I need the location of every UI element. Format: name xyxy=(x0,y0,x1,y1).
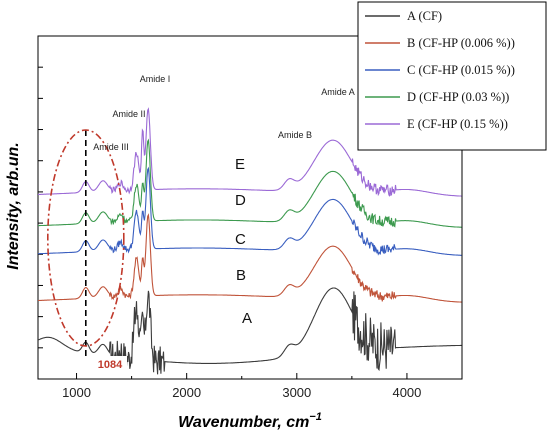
series-line-b xyxy=(38,213,462,303)
series-group xyxy=(38,107,462,375)
legend-label-a: A (CF) xyxy=(407,9,442,23)
curve-labels: A B C D E xyxy=(235,156,252,327)
legend: A (CF) B (CF-HP (0.006 %)) C (CF-HP (0.015… xyxy=(357,1,547,151)
curve-label-a: A xyxy=(242,310,252,327)
x-axis-title-main: Wavenumber, cm xyxy=(178,414,309,431)
legend-label-b: B (CF-HP (0.006 %)) xyxy=(407,36,515,50)
marker-label-bg xyxy=(93,356,127,371)
curve-label-b: B xyxy=(236,267,246,284)
annotation-amide-b: Amide B xyxy=(278,130,312,140)
curve-label-e: E xyxy=(235,156,245,173)
peak-annotations: Amide I Amide II Amide III Amide B Amide… xyxy=(93,74,355,152)
legend-label-d: D (CF-HP (0.03 %)) xyxy=(407,90,509,104)
y-axis-title: Intensity, arb.un. xyxy=(5,142,22,269)
legend-label-c: C (CF-HP (0.015 %)) xyxy=(407,63,515,77)
plot-frame xyxy=(37,35,463,380)
x-tick-label-4000: 4000 xyxy=(392,385,421,400)
x-tick-label-2000: 2000 xyxy=(172,385,201,400)
annotation-amide-a: Amide A xyxy=(321,87,355,97)
curve-label-d: D xyxy=(235,192,246,209)
series-line-e xyxy=(38,107,462,197)
x-tick-label-1000: 1000 xyxy=(62,385,91,400)
series-line-a xyxy=(38,287,462,375)
series-line-c xyxy=(38,166,462,256)
y-axis-ticks xyxy=(38,66,43,349)
x-axis-ticks: 1000 2000 3000 4000 xyxy=(62,373,463,400)
legend-label-e: E (CF-HP (0.15 %)) xyxy=(407,117,508,131)
x-tick-label-3000: 3000 xyxy=(282,385,311,400)
annotation-amide-iii: Amide III xyxy=(93,142,129,152)
curve-label-c: C xyxy=(235,231,246,248)
x-axis-title: Wavenumber, cm−1 xyxy=(178,411,322,431)
legend-box xyxy=(357,1,547,151)
annotation-amide-i: Amide I xyxy=(140,74,171,84)
marker-label-1084: 1084 xyxy=(98,359,123,371)
x-axis-title-sup: −1 xyxy=(309,411,322,423)
annotation-amide-ii: Amide II xyxy=(112,109,145,119)
series-line-d xyxy=(38,138,462,228)
marker-1084: 1084 xyxy=(46,129,127,371)
marker-ellipse xyxy=(46,129,125,347)
